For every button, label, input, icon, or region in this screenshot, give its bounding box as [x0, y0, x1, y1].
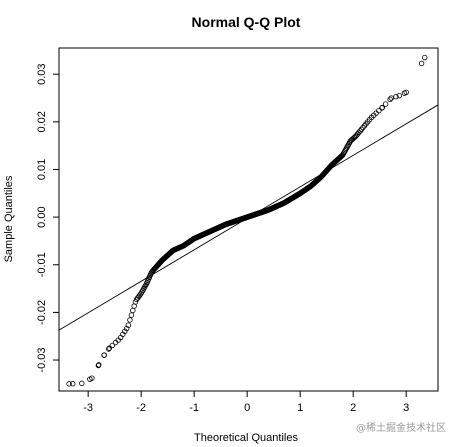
watermark-text: @稀土掘金技术社区 [356, 421, 446, 434]
qq-point [70, 381, 76, 387]
qq-point [89, 375, 95, 381]
qq-point [376, 107, 382, 114]
qq-point [388, 95, 395, 101]
qq-point [79, 380, 85, 387]
x-tick-label: 0 [244, 402, 250, 414]
qq-point [382, 101, 389, 107]
qq-point [387, 96, 393, 103]
qq-point [106, 345, 113, 351]
qq-point [101, 352, 107, 358]
qq-point [418, 60, 425, 67]
y-tick-label: 0.01 [36, 159, 48, 180]
qq-point [360, 124, 366, 131]
qq-point [356, 129, 362, 136]
y-axis: -0.03 -0.02 -0.01 0.00 0.01 0.02 0.03 [36, 63, 59, 373]
qq-point [422, 54, 428, 61]
plot-frame [58, 47, 439, 392]
qq-point [109, 342, 116, 349]
qq-point [125, 322, 132, 328]
y-tick-label: -0.02 [36, 300, 48, 325]
qq-point [403, 89, 409, 95]
x-tick-label: 3 [403, 402, 409, 414]
x-tick-label: 1 [297, 402, 303, 414]
qq-point [379, 104, 386, 111]
chart-title: Normal Q-Q Plot [192, 14, 301, 30]
x-tick-label: -1 [189, 402, 199, 414]
points-layer [66, 54, 428, 387]
x-tick-label: -2 [136, 402, 146, 414]
qq-point [358, 126, 365, 133]
y-tick-label: 0.03 [36, 63, 48, 84]
qq-point [96, 362, 102, 368]
qq-point [357, 128, 363, 134]
qq-point [66, 381, 72, 387]
qq-point [127, 317, 133, 323]
y-axis-label: Sample Quantiles [3, 175, 15, 262]
y-tick-label: -0.03 [36, 347, 48, 372]
qq-point [396, 92, 402, 99]
x-tick-label: 2 [350, 402, 356, 414]
x-tick-label: -3 [83, 402, 93, 414]
y-tick-label: 0.00 [36, 206, 48, 227]
qq-point [106, 346, 112, 352]
qq-point [132, 299, 139, 305]
qq-point [122, 328, 128, 334]
x-axis-label: Theoretical Quantiles [194, 432, 298, 444]
x-axis: -3 -2 -1 0 1 2 3 [83, 391, 409, 414]
y-tick-label: 0.02 [36, 111, 48, 132]
qq-point [128, 312, 135, 318]
y-tick-label: -0.01 [36, 252, 48, 277]
